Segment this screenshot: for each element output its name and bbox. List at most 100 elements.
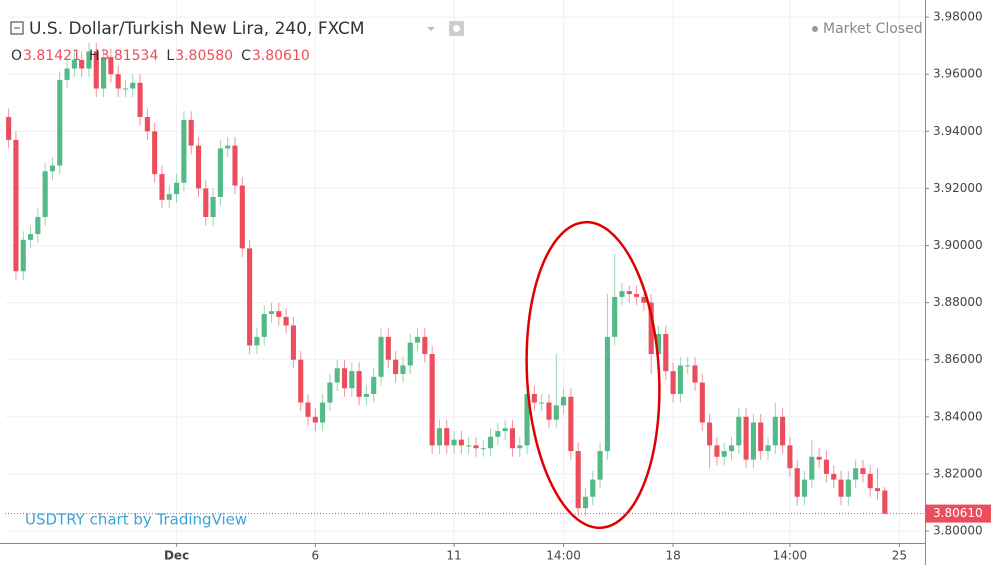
candle-body xyxy=(816,456,822,460)
candle-body xyxy=(312,416,318,423)
candle-body xyxy=(101,57,107,89)
candle-body xyxy=(349,371,355,389)
candle-body xyxy=(371,376,377,394)
candle-body xyxy=(823,459,829,474)
candle-body xyxy=(794,468,800,497)
candle-body xyxy=(217,148,223,197)
candle-body xyxy=(458,439,464,446)
candle-body xyxy=(363,393,369,397)
candle-body xyxy=(298,359,304,403)
candle-body xyxy=(108,57,114,75)
candle-body xyxy=(195,145,202,189)
candle-body xyxy=(13,139,19,272)
y-tick-label: 3.94000 xyxy=(933,124,983,138)
candle-body xyxy=(772,416,778,446)
candle-body xyxy=(655,334,662,355)
candle-body xyxy=(728,445,735,452)
candle-body xyxy=(531,393,537,403)
candle-body xyxy=(159,174,165,200)
ohlc-value: 3.81421 xyxy=(23,48,81,64)
x-tick-label: 14:00 xyxy=(546,549,581,563)
candle-body xyxy=(509,428,516,449)
candle-body xyxy=(20,239,26,272)
candle-body xyxy=(692,365,698,383)
settings-icon-dot xyxy=(453,25,460,32)
y-tick-label: 3.86000 xyxy=(933,352,983,366)
candle-body xyxy=(71,59,77,69)
highlight-ellipse xyxy=(525,220,661,530)
y-tick-label: 3.92000 xyxy=(933,181,983,195)
candle-body xyxy=(334,368,340,383)
candle-body xyxy=(874,488,881,492)
candle-body xyxy=(436,428,442,446)
candle-body xyxy=(122,88,129,90)
candle-body xyxy=(721,451,727,457)
x-tick-label: 11 xyxy=(446,549,461,563)
y-tick-label: 3.84000 xyxy=(933,409,983,423)
candle-body xyxy=(758,422,764,452)
candle-body xyxy=(466,445,472,447)
candle-body xyxy=(356,371,362,397)
candle-body xyxy=(882,490,888,514)
y-tick-label: 3.88000 xyxy=(933,295,983,309)
ohlc-row: O 3.81421 H 3.81534 L 3.80580 C 3.80610 xyxy=(11,48,310,64)
candle-body xyxy=(174,182,180,195)
candle-body xyxy=(750,422,756,460)
candle-body xyxy=(144,117,150,132)
candle-body xyxy=(378,336,384,377)
candle-body xyxy=(400,365,406,374)
candle-body xyxy=(663,334,669,372)
dropdown-arrow[interactable] xyxy=(427,27,435,31)
ohlc-value: 3.80580 xyxy=(175,48,233,64)
candle-body xyxy=(28,234,34,240)
candle-body xyxy=(283,316,289,326)
watermark[interactable]: USDTRY chart by TradingView xyxy=(25,511,247,529)
candle-body xyxy=(480,448,486,450)
candle-body xyxy=(407,342,413,366)
candle-body xyxy=(626,291,632,295)
candle-body xyxy=(568,396,574,452)
candle-body xyxy=(93,51,99,89)
last-price-tag xyxy=(925,504,991,523)
candle-body xyxy=(385,336,391,360)
y-tick-label: 3.90000 xyxy=(933,238,983,252)
candle-body xyxy=(422,336,428,355)
candle-body xyxy=(137,82,143,118)
collapse-icon[interactable] xyxy=(10,21,24,35)
candle-body xyxy=(612,296,618,337)
candle-body xyxy=(341,368,348,389)
status-dot xyxy=(812,26,818,32)
ohlc-letter: L xyxy=(166,48,174,64)
candle-body xyxy=(561,396,567,406)
x-tick-label: 25 xyxy=(892,549,907,563)
candle-body xyxy=(801,479,808,497)
candle-body xyxy=(553,405,559,420)
candle-body xyxy=(247,248,253,346)
candle-body xyxy=(604,336,610,452)
candle-body xyxy=(225,145,231,149)
candle-body xyxy=(495,431,501,437)
candle-body xyxy=(254,336,260,346)
candle-body xyxy=(79,59,85,69)
candle-body xyxy=(444,428,450,446)
candle-body xyxy=(473,445,479,449)
candle-body xyxy=(575,451,581,509)
candle-body xyxy=(860,468,866,474)
candle-body xyxy=(57,79,63,166)
candle-body xyxy=(619,291,625,297)
candle-body xyxy=(429,354,435,446)
candle-body xyxy=(203,188,209,217)
candle-body xyxy=(590,479,596,497)
candle-body xyxy=(393,359,399,374)
y-tick-label: 3.96000 xyxy=(933,67,983,81)
y-tick-label: 3.82000 xyxy=(933,466,983,480)
candle-body xyxy=(232,145,238,186)
candle-body xyxy=(539,402,545,404)
candle-body xyxy=(451,439,457,446)
candle-body xyxy=(582,496,589,509)
candle-body xyxy=(414,336,421,343)
candle-body xyxy=(290,325,296,360)
ohlc-letter: O xyxy=(11,48,22,64)
candle-body xyxy=(502,428,508,432)
candle-body xyxy=(546,402,552,420)
